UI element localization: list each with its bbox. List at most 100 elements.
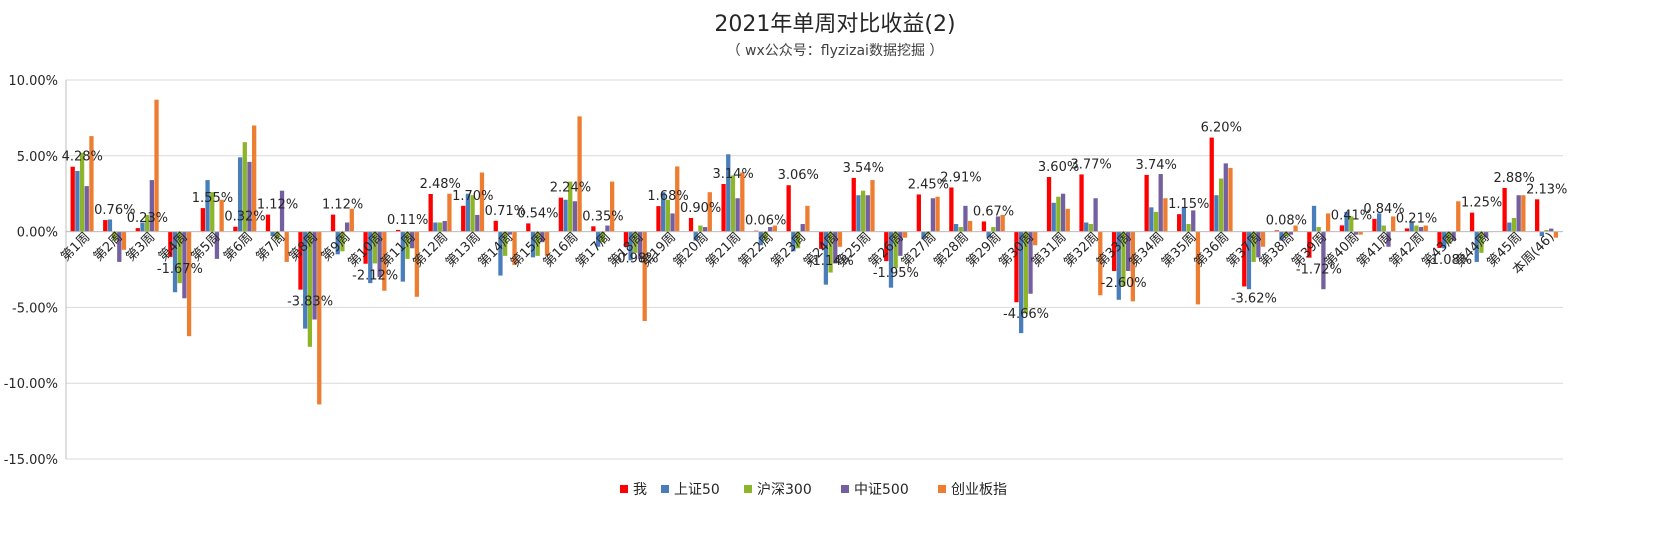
data-label: 2.24% <box>550 181 591 196</box>
data-label: 0.11% <box>387 213 428 228</box>
bar-中证500-第8周 <box>312 231 317 320</box>
bar-沪深300-第17周 <box>600 231 605 243</box>
bar-沪深300-第28周 <box>958 227 963 232</box>
data-label: 4.28% <box>62 150 103 165</box>
bar-我-第38周 <box>1274 230 1279 232</box>
data-label: 1.55% <box>192 191 233 206</box>
bar-中证500-第33周 <box>1126 231 1131 272</box>
bar-沪深300-第14周 <box>502 231 508 256</box>
bar-中证500-第39周 <box>1321 231 1326 290</box>
bar-上证50-第29周 <box>986 231 991 238</box>
bar-创业板指-本周(46) <box>1553 231 1559 238</box>
bar-我-第29周 <box>981 221 987 232</box>
bar-我-第4周 <box>168 231 173 257</box>
bars <box>70 99 1559 405</box>
bar-上证50-第13周 <box>465 193 471 232</box>
bar-创业板指-第38周 <box>1293 225 1298 232</box>
bar-沪深300-第4周 <box>177 231 182 284</box>
bar-我-第43周 <box>1437 231 1442 248</box>
x-category-label: 第23周 <box>769 230 810 271</box>
bar-中证500-第42周 <box>1418 227 1424 232</box>
bar-我-第6周 <box>233 226 238 232</box>
data-label: 3.06% <box>778 168 819 183</box>
data-label: 3.77% <box>1070 157 1111 172</box>
y-tick-label: -10.00% <box>4 377 58 392</box>
bar-创业板指-第5周 <box>219 199 224 232</box>
bar-中证500-第22周 <box>768 227 773 232</box>
bar-创业板指-第31周 <box>1065 208 1070 232</box>
bar-我-第23周 <box>786 185 791 232</box>
data-label: 0.76% <box>94 203 135 218</box>
bar-上证50-第4周 <box>172 231 178 293</box>
bar-上证50-第27周 <box>921 231 926 240</box>
x-category-label: 第6周 <box>221 230 256 265</box>
bar-中证500-第27周 <box>930 198 936 232</box>
bar-中证500-第18周 <box>637 231 643 259</box>
legend-label: 中证500 <box>854 482 909 498</box>
bar-创业板指-第29周 <box>1000 214 1005 232</box>
bar-创业板指-第16周 <box>577 116 582 232</box>
bar-上证50-第28周 <box>953 224 959 232</box>
bar-沪深300-第45周 <box>1511 217 1517 232</box>
bar-上证50-第7周 <box>270 231 275 237</box>
bar-创业板指-第15周 <box>544 231 550 256</box>
bar-我-第14周 <box>493 220 498 232</box>
bar-沪深300-第16周 <box>568 181 573 232</box>
bar-中证500-第7周 <box>279 190 285 232</box>
data-label: -3.62% <box>1231 291 1277 306</box>
bar-沪深300-第31周 <box>1056 196 1061 232</box>
legend-label: 我 <box>633 482 647 498</box>
bar-我-第19周 <box>656 206 661 232</box>
bar-创业板指-第36周 <box>1228 167 1233 232</box>
bar-中证500-第34周 <box>1158 173 1163 232</box>
bar-沪深300-第40周 <box>1349 216 1354 232</box>
bar-上证50-第22周 <box>758 231 763 246</box>
data-label: 0.54% <box>517 206 558 221</box>
bar-创业板指-第25周 <box>870 180 875 232</box>
x-category-label: 第35周 <box>1159 230 1200 271</box>
x-category-label: 第32周 <box>1061 230 1102 271</box>
bar-创业板指-第17周 <box>610 181 615 232</box>
bar-中证500-第30周 <box>1028 231 1033 294</box>
bar-上证50-第15周 <box>530 231 536 258</box>
bar-我-第25周 <box>851 177 856 232</box>
bar-沪深300-第3周 <box>145 214 150 232</box>
data-label: 1.12% <box>322 198 363 213</box>
bar-上证50-第8周 <box>303 231 308 329</box>
bar-我-第34周 <box>1144 174 1149 232</box>
legend-label: 上证50 <box>674 482 720 498</box>
chart-subtitle: （ wx公众号：flyzizai数据挖掘 ） <box>727 43 944 59</box>
bar-上证50-第41周 <box>1376 213 1382 232</box>
bar-沪深300-第26周 <box>893 231 898 268</box>
bar-中证500-第40周 <box>1353 231 1359 235</box>
bar-中证500-第21周 <box>735 198 740 232</box>
bar-沪深300-第24周 <box>828 231 833 273</box>
bar-沪深300-第18周 <box>633 231 638 253</box>
data-label: -1.14% <box>808 254 854 269</box>
bar-我-第9周 <box>330 214 336 232</box>
bar-沪深300-第25周 <box>860 190 866 232</box>
bar-创业板指-第10周 <box>382 231 387 291</box>
data-label: 3.54% <box>843 161 884 176</box>
bar-创业板指-第3周 <box>154 99 159 232</box>
bar-创业板指-第40周 <box>1358 231 1363 235</box>
bar-创业板指-第24周 <box>837 231 843 247</box>
bar-我-第8周 <box>298 231 303 290</box>
bar-中证500-第43周 <box>1451 231 1456 241</box>
x-category-label: 第20周 <box>671 230 712 271</box>
bar-沪深300-第9周 <box>340 231 345 252</box>
bar-上证50-本周(46) <box>1539 231 1544 237</box>
bar-我-第7周 <box>265 214 271 232</box>
bar-中证500-第23周 <box>800 224 805 232</box>
y-tick-label: 5.00% <box>17 150 58 165</box>
bar-中证500-第5周 <box>214 231 220 259</box>
x-category-label: 第13周 <box>443 230 484 271</box>
bar-创业板指-第4周 <box>186 231 192 337</box>
bar-创业板指-第9周 <box>349 208 354 232</box>
bar-沪深300-第2周 <box>112 231 117 241</box>
x-category-label: 第21周 <box>703 230 744 271</box>
bar-上证50-第23周 <box>791 231 796 252</box>
bar-我-第35周 <box>1177 214 1182 232</box>
x-category-label: 第3周 <box>123 230 158 265</box>
bar-沪深300-第13周 <box>470 195 475 232</box>
